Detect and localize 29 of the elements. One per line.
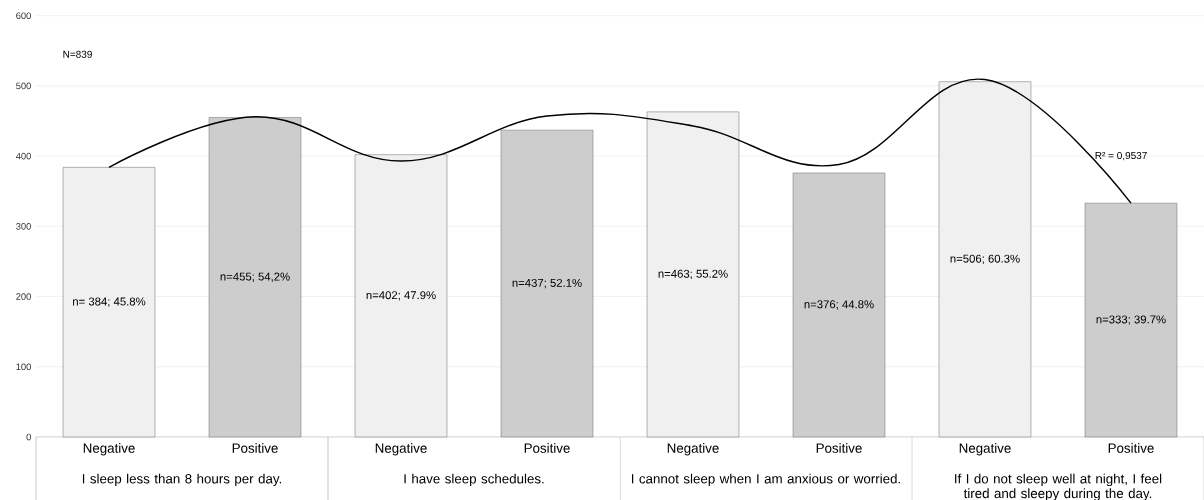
y-tick-label: 200 — [16, 293, 31, 300]
data-label: n=437; 52.1% — [512, 278, 582, 289]
data-label: n=455; 54,2% — [220, 272, 290, 282]
x-tick-label: Positive — [232, 443, 278, 453]
text: I sleep less than 8 hours per day. — [82, 473, 282, 487]
y-tick-label: 300 — [16, 223, 31, 230]
y-tick-label: 400 — [15, 152, 31, 160]
annotation: R² = 0,9537 — [1095, 151, 1147, 161]
x-tick-label: Negative — [959, 443, 1011, 456]
data-label: n=333; 39.7% — [1096, 315, 1166, 325]
x-tick-label: Negative — [667, 443, 719, 456]
data-label: n= 384; 45.8% — [73, 297, 146, 307]
text: I cannot sleep when I am anxious or worried. — [631, 473, 900, 487]
text: I have sleep schedules. — [404, 473, 544, 487]
data-label: n=376; 44.8% — [804, 300, 874, 310]
data-label: n=506; 60.3% — [950, 254, 1020, 265]
text: If I do not sleep well at night, I feel tired and sleepy during the day. — [955, 473, 1162, 500]
data-label: n=463; 55.2% — [658, 269, 728, 280]
annotation: N=839 — [63, 50, 92, 58]
x-tick-label: Negative — [375, 443, 427, 456]
data-label: n=402; 47.9% — [366, 291, 436, 301]
x-tick-label: Positive — [1108, 443, 1154, 453]
x-tick-label: Negative — [83, 443, 135, 456]
x-tick-label: Positive — [816, 443, 862, 453]
y-tick-label: 600 — [16, 12, 31, 19]
y-tick-label: 100 — [16, 363, 31, 371]
x-tick-label: Positive — [524, 443, 570, 453]
y-tick-label: 0 — [26, 433, 31, 441]
y-tick-label: 500 — [16, 82, 31, 90]
